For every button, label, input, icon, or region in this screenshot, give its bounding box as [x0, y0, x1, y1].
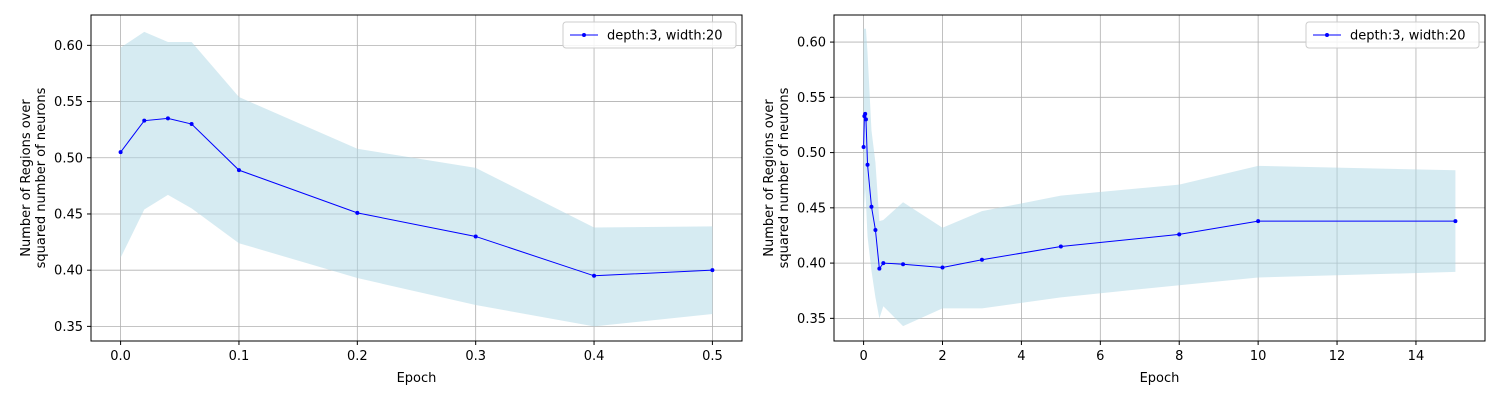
- x-tick-label: 14: [1408, 349, 1425, 364]
- x-tick-label: 6: [1096, 349, 1104, 364]
- x-tick-label: 0.2: [347, 349, 368, 364]
- data-point: [869, 204, 874, 209]
- data-point: [1453, 219, 1458, 224]
- y-tick-label: 0.35: [797, 312, 826, 327]
- data-point: [863, 111, 868, 116]
- legend-label: depth:3, width:20: [1350, 29, 1466, 44]
- subplot-2: 0 2 4 6 8 10 12 14 0.35 0.40 0.45 0.50 0.55 0.60 Epoch…: [762, 14, 1486, 386]
- y-tick-label: 0.35: [54, 320, 83, 335]
- data-point: [189, 122, 194, 127]
- data-point: [901, 262, 906, 267]
- legend-box: [1305, 21, 1480, 49]
- data-point: [1058, 244, 1063, 249]
- x-tick-label: 12: [1329, 349, 1346, 364]
- x-tick-label: 2: [938, 349, 946, 364]
- data-point: [861, 145, 866, 150]
- data-point: [473, 234, 478, 239]
- x-axis-label: Epoch: [1140, 371, 1180, 386]
- y-tick-label: 0.50: [797, 146, 826, 161]
- y-tick-label: 0.60: [797, 36, 826, 51]
- y-tick-label: 0.50: [54, 151, 83, 166]
- y-tick-label: 0.55: [54, 95, 83, 110]
- data-point: [592, 273, 597, 278]
- y-tick-label: 0.45: [54, 207, 83, 222]
- data-point: [979, 257, 984, 262]
- x-axis-label: Epoch: [397, 371, 437, 386]
- data-point: [873, 227, 878, 232]
- x-tick-label: 0.0: [110, 349, 131, 364]
- legend: depth:3, width:20: [1305, 21, 1480, 49]
- legend-label: depth:3, width:20: [607, 29, 723, 44]
- y-tick-label: 0.55: [797, 91, 826, 106]
- y-axis-label: Number of Regions oversquared number of …: [19, 87, 49, 268]
- y-tick-label: 0.45: [797, 201, 826, 216]
- data-point: [1177, 232, 1182, 237]
- x-tick-label: 10: [1250, 349, 1267, 364]
- x-tick-label: 0.3: [465, 349, 486, 364]
- y-axis-label-line: Number of Regions over: [19, 99, 34, 257]
- y-tick-label: 0.40: [54, 264, 83, 279]
- data-point: [165, 116, 170, 121]
- x-tick-label: 0: [859, 349, 867, 364]
- subplot-1: 0.0 0.1 0.2 0.3 0.4 0.5 0.35 0.40 0.45 0.50 0.55 0.…: [19, 14, 743, 386]
- legend-marker: [1325, 33, 1329, 37]
- data-point: [118, 150, 123, 155]
- axes-frame: [833, 14, 1486, 342]
- data-point: [142, 118, 147, 123]
- data-point: [710, 268, 715, 273]
- data-point: [355, 210, 360, 215]
- confidence-band: [120, 31, 713, 327]
- data-point: [236, 168, 241, 173]
- legend-marker: [582, 33, 586, 37]
- data-point: [940, 265, 945, 270]
- x-tick-label: 0.5: [702, 349, 723, 364]
- y-axis-label-line: squared number of neurons: [34, 87, 49, 268]
- data-point: [1256, 219, 1261, 224]
- data-point: [881, 261, 886, 266]
- data-point: [865, 162, 870, 167]
- axes-frame: [90, 14, 743, 342]
- x-tick-label: 0.1: [229, 349, 250, 364]
- y-axis-label-line: Number of Regions over: [762, 99, 777, 257]
- x-tick-label: 0.4: [584, 349, 605, 364]
- legend-box: [562, 21, 737, 49]
- y-axis-label-line: squared number of neurons: [777, 87, 792, 268]
- y-tick-label: 0.40: [797, 257, 826, 272]
- legend: depth:3, width:20: [562, 21, 737, 49]
- confidence-band: [863, 28, 1456, 327]
- x-tick-label: 8: [1175, 349, 1183, 364]
- data-point: [877, 266, 882, 271]
- x-tick-label: 4: [1017, 349, 1025, 364]
- data-point: [863, 117, 868, 122]
- y-axis-label: Number of Regions oversquared number of …: [762, 87, 792, 268]
- y-tick-label: 0.60: [54, 39, 83, 54]
